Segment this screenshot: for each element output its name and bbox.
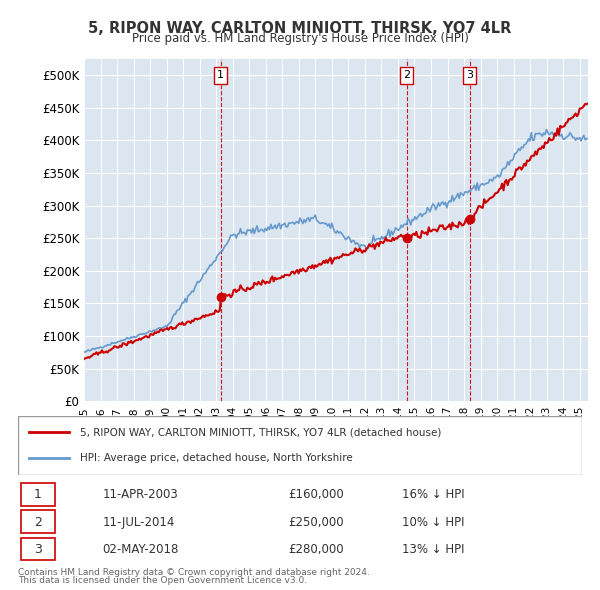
Text: 5, RIPON WAY, CARLTON MINIOTT, THIRSK, YO7 4LR (detached house): 5, RIPON WAY, CARLTON MINIOTT, THIRSK, Y…	[80, 428, 442, 437]
Text: Contains HM Land Registry data © Crown copyright and database right 2024.: Contains HM Land Registry data © Crown c…	[18, 568, 370, 577]
Text: 02-MAY-2018: 02-MAY-2018	[103, 543, 179, 556]
FancyBboxPatch shape	[18, 416, 582, 475]
Text: 11-APR-2003: 11-APR-2003	[103, 488, 178, 501]
FancyBboxPatch shape	[21, 483, 55, 506]
FancyBboxPatch shape	[21, 510, 55, 533]
FancyBboxPatch shape	[21, 537, 55, 560]
Text: 2: 2	[403, 70, 410, 80]
Text: Price paid vs. HM Land Registry's House Price Index (HPI): Price paid vs. HM Land Registry's House …	[131, 32, 469, 45]
Text: 5, RIPON WAY, CARLTON MINIOTT, THIRSK, YO7 4LR: 5, RIPON WAY, CARLTON MINIOTT, THIRSK, Y…	[88, 21, 512, 35]
Text: This data is licensed under the Open Government Licence v3.0.: This data is licensed under the Open Gov…	[18, 576, 307, 585]
Text: 16% ↓ HPI: 16% ↓ HPI	[401, 488, 464, 501]
Text: 1: 1	[34, 488, 41, 501]
Text: 13% ↓ HPI: 13% ↓ HPI	[401, 543, 464, 556]
Text: 11-JUL-2014: 11-JUL-2014	[103, 516, 175, 529]
Text: HPI: Average price, detached house, North Yorkshire: HPI: Average price, detached house, Nort…	[80, 454, 353, 463]
Text: £250,000: £250,000	[289, 516, 344, 529]
Text: £160,000: £160,000	[289, 488, 344, 501]
Text: 2: 2	[34, 516, 41, 529]
Text: 10% ↓ HPI: 10% ↓ HPI	[401, 516, 464, 529]
Text: 3: 3	[466, 70, 473, 80]
Text: £280,000: £280,000	[289, 543, 344, 556]
Text: 3: 3	[34, 543, 41, 556]
Text: 1: 1	[217, 70, 224, 80]
